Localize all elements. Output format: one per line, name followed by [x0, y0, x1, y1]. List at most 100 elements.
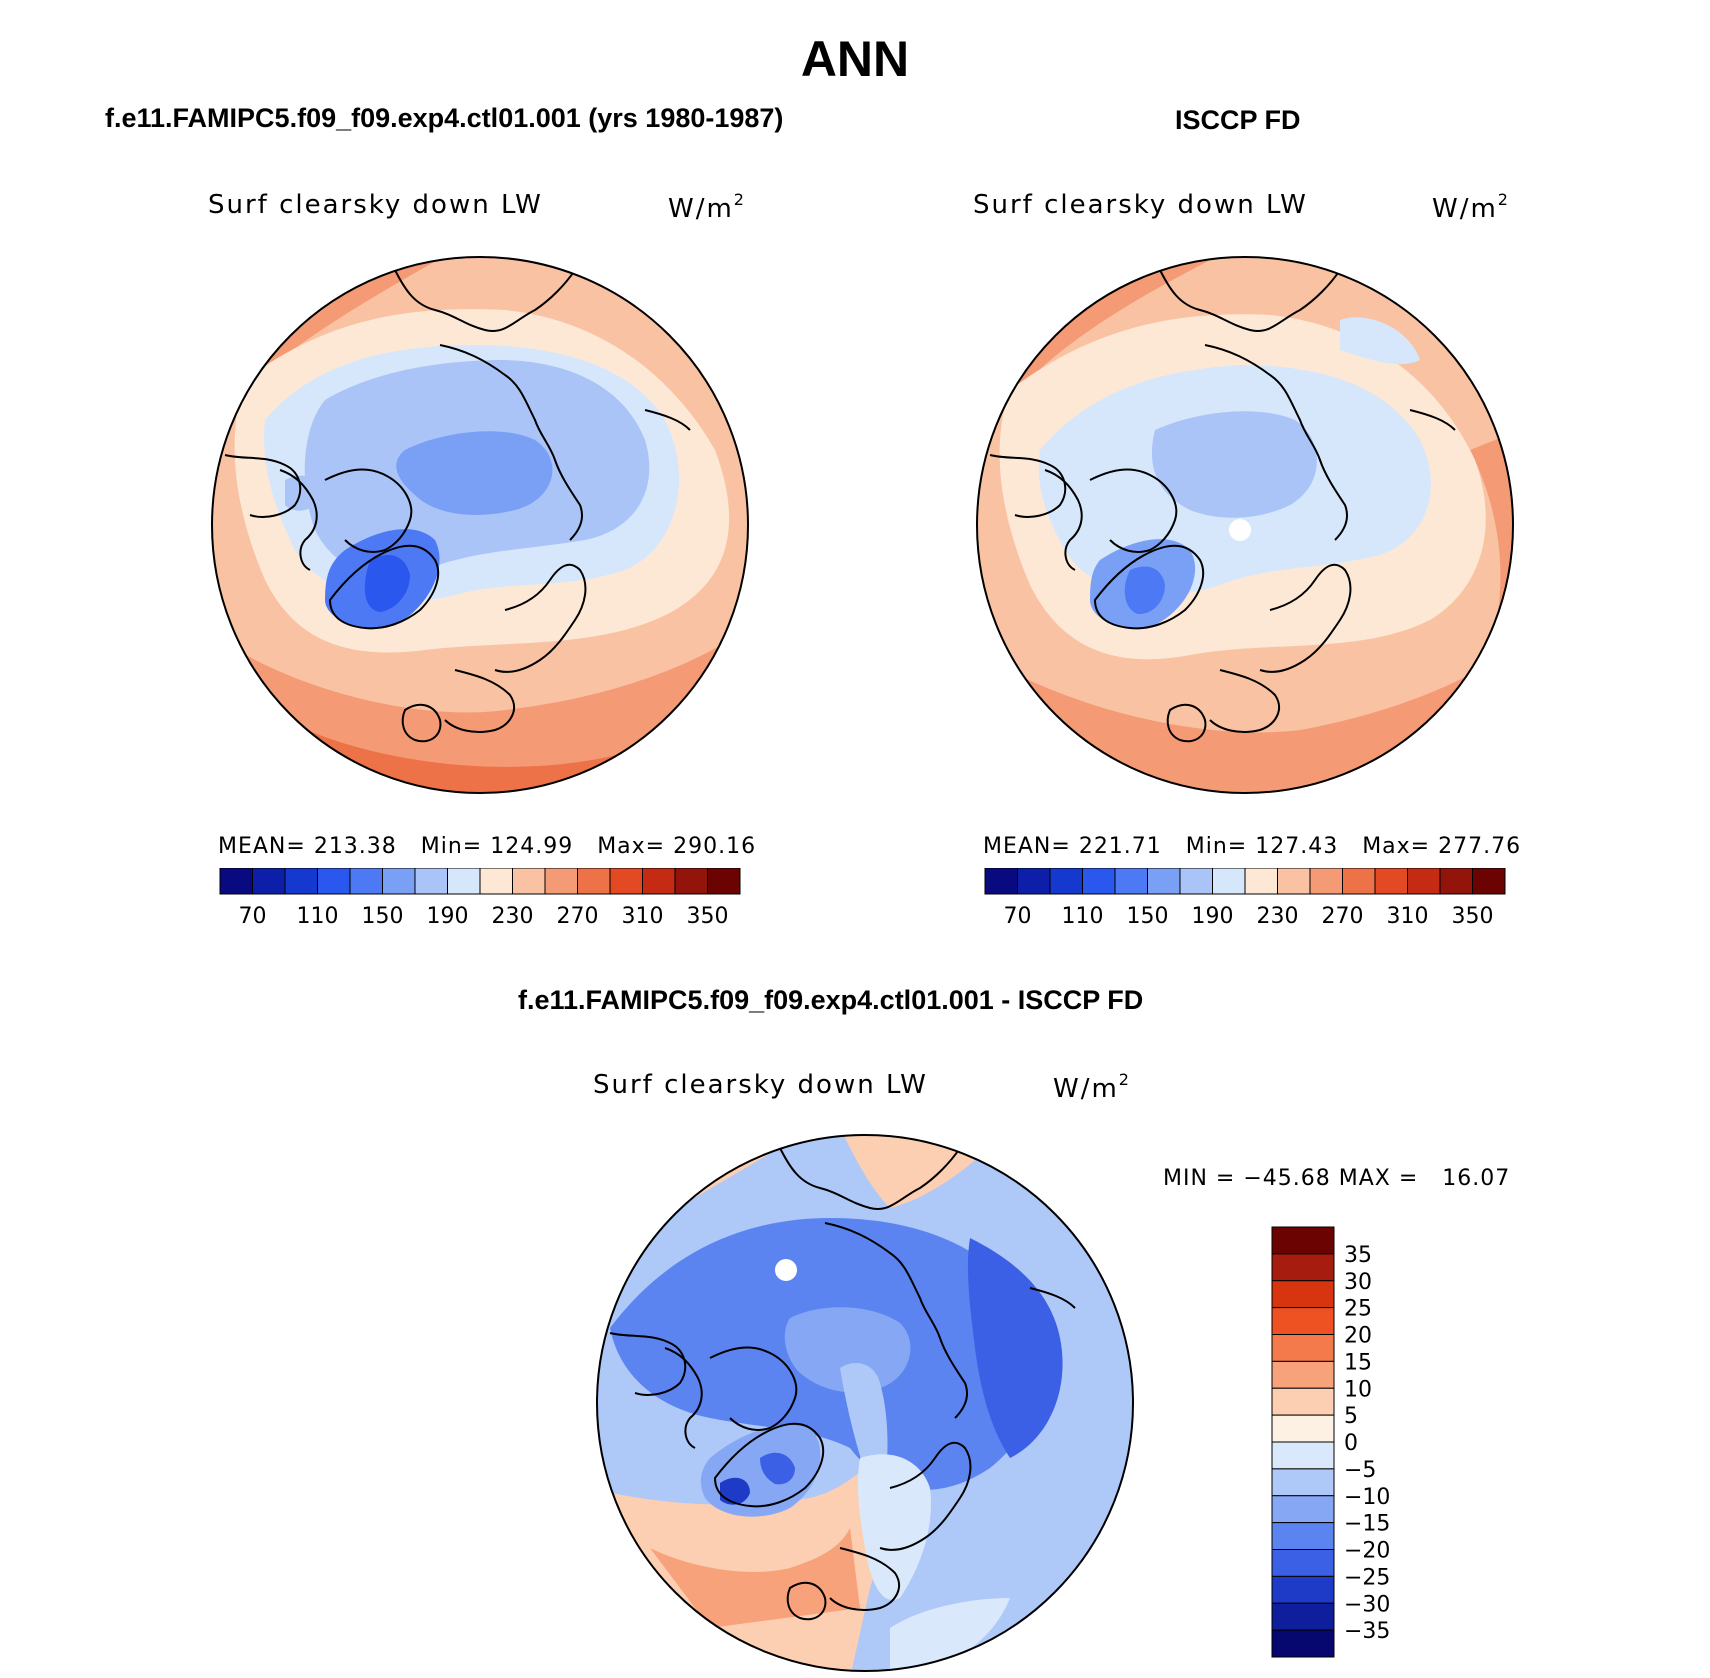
diff-colorbar-tick-label: 20: [1344, 1324, 1372, 1349]
model-colorbar-swatch: [609, 868, 643, 895]
obs-colorbar-tick-label: 70: [1004, 904, 1032, 929]
obs-colorbar-swatch: [1179, 868, 1213, 895]
diff-colorbar-swatch: [1271, 1575, 1335, 1604]
diff-colorbar-tick-label: 35: [1344, 1243, 1372, 1268]
diff-units: W/m2: [1053, 1070, 1131, 1104]
model-colorbar-tick-label: 150: [362, 904, 404, 929]
diff-colorbar-swatch: [1271, 1522, 1335, 1550]
model-colorbar-tick-label: 70: [239, 904, 267, 929]
obs-colorbar-tick-label: 310: [1387, 904, 1429, 929]
obs-colorbar-swatch: [1049, 868, 1083, 895]
model-map-border: [211, 256, 749, 794]
diff-field-label: Surf clearsky down LW: [593, 1070, 928, 1100]
model-colorbar-swatch: [674, 868, 708, 895]
obs-colorbar-swatch: [1342, 868, 1376, 895]
obs-coastlines: [989, 269, 1456, 743]
diff-colorbar-swatch: [1271, 1226, 1335, 1255]
model-colorbar-swatch: [642, 868, 676, 895]
obs-map-border: [976, 256, 1514, 794]
model-units: W/m2: [668, 190, 746, 224]
model-colorbar-swatch: [284, 868, 318, 895]
obs-colorbar-swatch: [984, 868, 1018, 895]
model-colorbar: 70 110 150 190 230 270 310 350: [219, 868, 741, 929]
diff-colorbar-tick-label: 30: [1344, 1270, 1372, 1295]
diff-colorbar-tick-label: −30: [1344, 1592, 1390, 1617]
obs-field-fill: [977, 257, 1513, 793]
diff-colorbar-swatch: [1271, 1360, 1335, 1389]
diff-colorbar-tick-label: 10: [1344, 1377, 1372, 1402]
model-panel-title: f.e11.FAMIPC5.f09_f09.exp4.ctl01.001 (yr…: [105, 103, 784, 133]
obs-panel-title: ISCCP FD: [1175, 105, 1301, 135]
obs-colorbar-swatch: [1277, 868, 1311, 895]
diff-colorbar-tick-label: −20: [1344, 1539, 1390, 1564]
obs-colorbar-swatch: [1439, 868, 1473, 895]
diff-colorbar-swatch: [1271, 1549, 1335, 1577]
model-colorbar-swatch: [317, 868, 351, 895]
obs-colorbar-tick-label: 230: [1257, 904, 1299, 929]
model-stats: MEAN= 213.38 Min= 124.99 Max= 290.16: [218, 834, 757, 859]
model-colorbar-swatch: [512, 868, 546, 895]
obs-units: W/m2: [1432, 190, 1510, 224]
diff-colorbar-swatch: [1271, 1495, 1335, 1524]
obs-colorbar-swatch: [1147, 868, 1181, 895]
obs-colorbar-swatch: [1244, 868, 1278, 895]
obs-colorbar-swatch: [1082, 868, 1116, 895]
diff-colorbar-swatch: [1271, 1334, 1335, 1362]
obs-colorbar-swatch: [1114, 868, 1148, 895]
model-colorbar-swatch: [447, 868, 481, 895]
diff-colorbar-swatch: [1271, 1387, 1335, 1416]
diff-colorbar-tick-label: −10: [1344, 1485, 1390, 1510]
diff-colorbar-tick-label: −25: [1344, 1565, 1390, 1590]
diff-colorbar-swatch: [1271, 1441, 1335, 1470]
model-colorbar-swatch: [414, 868, 448, 895]
diff-colorbar-tick-label: −15: [1344, 1512, 1390, 1537]
diff-colorbar-swatch: [1271, 1280, 1335, 1309]
obs-colorbar: 70 110 150 190 230 270 310 350: [984, 868, 1506, 929]
model-colorbar-tick-label: 110: [297, 904, 339, 929]
diff-colorbar-swatch: [1271, 1468, 1335, 1497]
obs-colorbar-swatch: [1212, 868, 1246, 895]
diff-colorbar-swatch: [1271, 1253, 1335, 1282]
obs-colorbar-tick-label: 350: [1452, 904, 1494, 929]
diff-colorbar-swatch: [1271, 1307, 1335, 1335]
obs-colorbar-tick-label: 270: [1322, 904, 1364, 929]
model-field-label: Surf clearsky down LW: [208, 190, 543, 220]
diff-colorbar-tick-label: 0: [1344, 1431, 1358, 1456]
diff-colorbar-tick-label: 15: [1344, 1350, 1372, 1375]
model-colorbar-tick-label: 230: [492, 904, 534, 929]
model-colorbar-tick-label: 310: [622, 904, 664, 929]
diff-polar-hole: [775, 1259, 797, 1281]
model-colorbar-swatch: [479, 868, 513, 895]
obs-colorbar-swatch: [1374, 868, 1408, 895]
model-field-fill: [212, 257, 748, 793]
model-colorbar-swatch: [349, 868, 383, 895]
model-colorbar-swatch: [219, 868, 253, 895]
model-colorbar-swatch: [382, 868, 416, 895]
model-colorbar-swatch: [544, 868, 578, 895]
diff-colorbar-tick-label: 25: [1344, 1297, 1372, 1322]
diff-colorbar-tick-label: 5: [1344, 1404, 1358, 1429]
obs-colorbar-swatch: [1017, 868, 1051, 895]
diff-coastlines: [609, 1147, 1076, 1621]
obs-polar-hole: [1229, 519, 1251, 541]
obs-polar-map: [976, 256, 1514, 794]
model-colorbar-tick-label: 190: [427, 904, 469, 929]
obs-colorbar-tick-label: 190: [1192, 904, 1234, 929]
model-colorbar-swatch: [707, 868, 741, 895]
model-colorbar-tick-label: 270: [557, 904, 599, 929]
main-title: ANN: [800, 31, 910, 87]
diff-colorbar-tick-label: −5: [1344, 1458, 1376, 1483]
diff-colorbar-swatch: [1271, 1602, 1335, 1631]
obs-field-label: Surf clearsky down LW: [973, 190, 1308, 220]
model-colorbar-swatch: [252, 868, 286, 895]
obs-colorbar-swatch: [1472, 868, 1506, 895]
diff-colorbar-swatch: [1271, 1414, 1335, 1443]
obs-stats: MEAN= 221.71 Min= 127.43 Max= 277.76: [983, 834, 1522, 859]
obs-colorbar-tick-label: 110: [1062, 904, 1104, 929]
obs-colorbar-tick-label: 150: [1127, 904, 1169, 929]
diff-polar-map: [596, 1134, 1134, 1672]
model-colorbar-tick-label: 350: [687, 904, 729, 929]
diff-field-fill: [597, 1135, 1133, 1671]
diff-colorbar-swatch: [1271, 1629, 1335, 1658]
